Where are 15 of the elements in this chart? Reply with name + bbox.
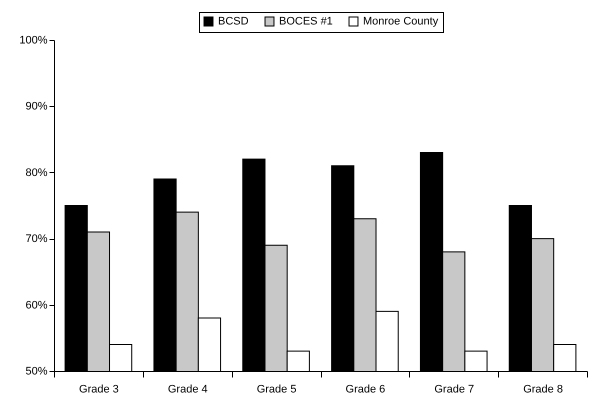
x-tick-label: Grade 3 xyxy=(79,384,119,396)
legend-label: BCSD xyxy=(218,16,249,28)
legend-label: Monroe County xyxy=(363,16,439,28)
x-tick-label: Grade 4 xyxy=(168,384,208,396)
y-tick-label: 70% xyxy=(25,233,48,246)
x-tick-label: Grade 6 xyxy=(346,384,386,396)
y-tick-label: 80% xyxy=(25,166,48,179)
y-tick-label: 50% xyxy=(25,366,48,378)
y-tick-label: 100% xyxy=(19,34,48,46)
y-tick-label: 90% xyxy=(25,100,48,113)
x-tick-label: Grade 5 xyxy=(256,384,296,396)
legend-label: BOCES #1 xyxy=(279,16,333,28)
x-tick-label: Grade 8 xyxy=(523,384,563,396)
x-tick-label: Grade 7 xyxy=(434,384,474,396)
y-tick-label: 60% xyxy=(25,299,48,312)
